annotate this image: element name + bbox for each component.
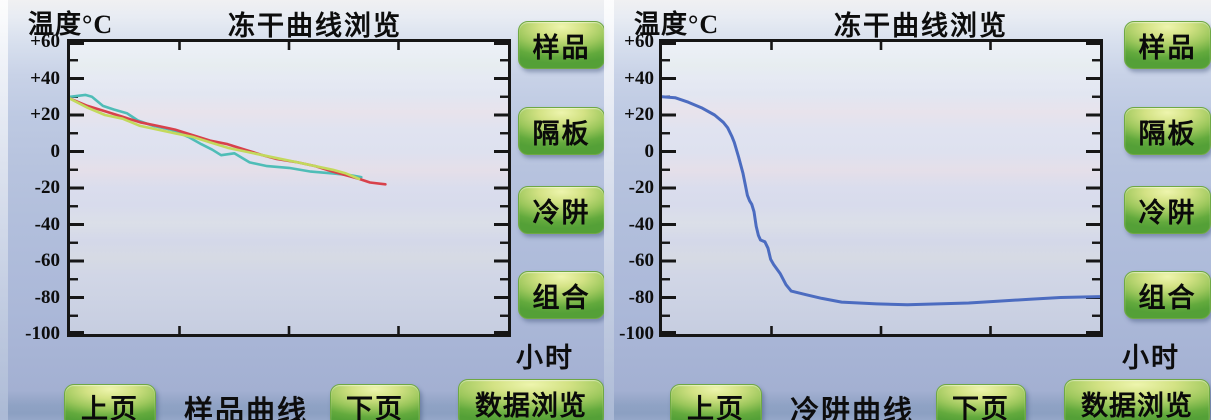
coldtrap-curve-blue <box>662 95 1100 307</box>
shelf-button[interactable]: 隔板 <box>518 107 605 155</box>
y-axis-tick-label: -100 <box>25 323 60 344</box>
shelf-button-label: 隔板 <box>1138 118 1197 149</box>
prev-page-button-label: 上页 <box>687 393 745 420</box>
x-axis-unit-label: 小时 <box>1122 343 1180 373</box>
cold-trap-button[interactable]: 冷阱 <box>1124 186 1211 234</box>
sample-button-label: 样品 <box>1138 32 1197 63</box>
y-axis-tick-label: 0 <box>644 140 655 162</box>
sample-curve-yellowgreen <box>70 97 361 181</box>
sample-button-label: 样品 <box>532 32 591 63</box>
temperature-unit-label: 温度°C <box>28 10 114 39</box>
y-axis-tick-label: +60 <box>624 31 654 52</box>
prev-page-button-label: 上页 <box>81 393 139 420</box>
next-page-button-label: 下页 <box>346 393 404 420</box>
combined-button[interactable]: 组合 <box>1124 271 1211 319</box>
curve-type-caption: 样品曲线 <box>183 396 308 420</box>
data-browse-button-label: 数据浏览 <box>1081 390 1193 420</box>
combined-button-label: 组合 <box>1138 282 1197 313</box>
sample-button[interactable]: 样品 <box>1124 21 1211 69</box>
combined-button-label: 组合 <box>532 282 591 313</box>
page-title: 冻干曲线浏览 <box>834 11 1008 41</box>
y-axis-tick-label: -40 <box>628 213 654 235</box>
cold-trap-button-label: 冷阱 <box>532 197 591 228</box>
sample-curve-teal <box>70 93 363 179</box>
x-axis-unit-label: 小时 <box>516 343 574 373</box>
sample-curve-red <box>70 97 387 186</box>
cold-trap-curve-panel: 温度°C 冻干曲线浏览 +60 +40 +20 0 -20 -40 -60 -80 -100 小… <box>606 0 1211 420</box>
temperature-unit-label: 温度°C <box>634 10 720 39</box>
y-axis-tick-label: -80 <box>34 286 60 308</box>
cold-trap-button-label: 冷阱 <box>1138 197 1197 228</box>
next-page-button[interactable]: 下页 <box>330 384 420 420</box>
data-browse-button[interactable]: 数据浏览 <box>1064 379 1210 420</box>
prev-page-button[interactable]: 上页 <box>64 384 156 420</box>
combined-button[interactable]: 组合 <box>518 271 605 319</box>
sample-curves-panel: 温度°C 冻干曲线浏览 +60 +40 +20 0 -20 -40 -60 -80 -100 小… <box>0 0 605 420</box>
y-axis-labels: +60 +40 +20 0 -20 -40 -60 -80 -100 <box>602 31 655 344</box>
y-axis-tick-label: -60 <box>34 250 60 271</box>
y-axis-tick-label: +40 <box>624 67 654 89</box>
next-page-button[interactable]: 下页 <box>936 384 1026 420</box>
y-axis-tick-label: -60 <box>628 250 654 271</box>
shelf-button[interactable]: 隔板 <box>1124 107 1211 155</box>
y-axis-labels: +60 +40 +20 0 -20 -40 -60 -80 -100 <box>8 31 61 344</box>
sample-curves-chart <box>67 39 511 337</box>
page-title: 冻干曲线浏览 <box>228 11 402 41</box>
y-axis-tick-label: +20 <box>30 104 60 125</box>
shelf-button-label: 隔板 <box>532 118 591 149</box>
panel-divider <box>604 0 614 420</box>
data-browse-button[interactable]: 数据浏览 <box>458 379 604 420</box>
y-axis-tick-label: -100 <box>619 323 654 344</box>
y-axis-tick-label: +60 <box>30 31 60 52</box>
cold-trap-chart <box>659 39 1103 337</box>
y-axis-tick-label: +20 <box>624 104 654 125</box>
left-edge-highlight <box>0 0 8 420</box>
cold-trap-button[interactable]: 冷阱 <box>518 186 605 234</box>
sample-button[interactable]: 样品 <box>518 21 605 69</box>
sample-curves-plot <box>70 42 508 334</box>
y-axis-tick-label: 0 <box>50 140 61 162</box>
y-axis-tick-label: -20 <box>628 177 654 198</box>
cold-trap-plot <box>662 42 1100 334</box>
y-axis-tick-label: -40 <box>34 213 60 235</box>
y-axis-tick-label: +40 <box>30 67 60 89</box>
prev-page-button[interactable]: 上页 <box>670 384 762 420</box>
next-page-button-label: 下页 <box>952 393 1010 420</box>
y-axis-tick-label: -20 <box>34 177 60 198</box>
y-axis-tick-label: -80 <box>628 286 654 308</box>
data-browse-button-label: 数据浏览 <box>475 390 587 420</box>
curve-type-caption: 冷阱曲线 <box>789 396 914 420</box>
